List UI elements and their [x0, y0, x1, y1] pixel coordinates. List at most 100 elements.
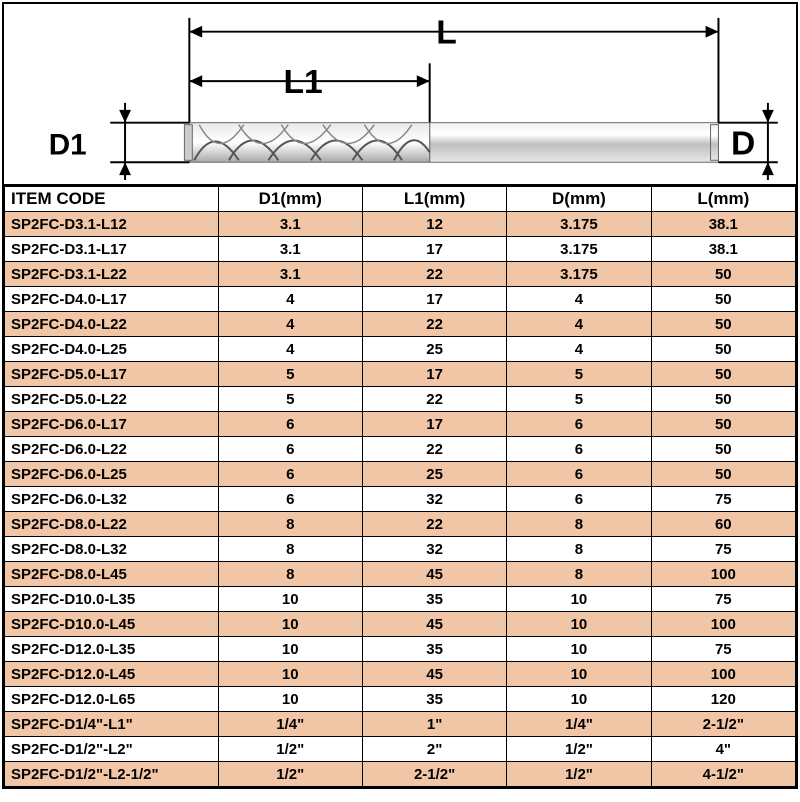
cell-value: 6: [507, 487, 651, 512]
cell-value: 50: [651, 387, 795, 412]
cell-item-code: SP2FC-D12.0-L65: [5, 687, 219, 712]
cell-value: 10: [507, 687, 651, 712]
cell-value: 10: [218, 662, 362, 687]
cell-value: 3.175: [507, 237, 651, 262]
cell-item-code: SP2FC-D6.0-L17: [5, 412, 219, 437]
table-row: SP2FC-D1/2"-L2"1/2"2"1/2"4": [5, 737, 796, 762]
cell-item-code: SP2FC-D3.1-L17: [5, 237, 219, 262]
cell-item-code: SP2FC-D1/4"-L1": [5, 712, 219, 737]
cell-value: 6: [507, 412, 651, 437]
cell-value: 100: [651, 662, 795, 687]
cell-value: 10: [507, 612, 651, 637]
cell-item-code: SP2FC-D4.0-L25: [5, 337, 219, 362]
cell-value: 10: [218, 637, 362, 662]
col-item-code: ITEM CODE: [5, 187, 219, 212]
cell-item-code: SP2FC-D12.0-L45: [5, 662, 219, 687]
table-row: SP2FC-D10.0-L45104510100: [5, 612, 796, 637]
cell-value: 50: [651, 312, 795, 337]
cell-value: 38.1: [651, 237, 795, 262]
cell-value: 25: [362, 337, 506, 362]
cell-value: 32: [362, 537, 506, 562]
cell-value: 4: [507, 337, 651, 362]
cell-value: 6: [218, 437, 362, 462]
table-row: SP2FC-D3.1-L123.1123.17538.1: [5, 212, 796, 237]
cell-value: 4: [507, 312, 651, 337]
cell-value: 3.175: [507, 212, 651, 237]
cell-value: 6: [218, 462, 362, 487]
table-row: SP2FC-D12.0-L3510351075: [5, 637, 796, 662]
cell-value: 22: [362, 437, 506, 462]
cell-value: 2": [362, 737, 506, 762]
cell-item-code: SP2FC-D4.0-L17: [5, 287, 219, 312]
cell-value: 5: [507, 362, 651, 387]
cell-value: 3.175: [507, 262, 651, 287]
table-row: SP2FC-D12.0-L45104510100: [5, 662, 796, 687]
cell-value: 1": [362, 712, 506, 737]
cell-value: 8: [218, 562, 362, 587]
label-D1: D1: [49, 128, 87, 161]
cell-value: 17: [362, 237, 506, 262]
cell-value: 8: [218, 537, 362, 562]
table-row: SP2FC-D1/2"-L2-1/2"1/2"2-1/2"1/2"4-1/2": [5, 762, 796, 787]
dim-L1: L1: [189, 63, 429, 122]
label-D: D: [731, 125, 755, 162]
tool-diagram-svg: L L1: [4, 4, 796, 184]
col-d: D(mm): [507, 187, 651, 212]
cell-value: 50: [651, 262, 795, 287]
cell-value: 17: [362, 362, 506, 387]
cell-value: 8: [507, 512, 651, 537]
cell-value: 35: [362, 687, 506, 712]
cell-value: 1/4": [218, 712, 362, 737]
cell-value: 45: [362, 662, 506, 687]
cell-value: 35: [362, 587, 506, 612]
label-L1: L1: [283, 64, 322, 101]
cell-value: 2-1/2": [651, 712, 795, 737]
cell-value: 5: [218, 362, 362, 387]
cell-value: 75: [651, 637, 795, 662]
table-row: SP2FC-D10.0-L3510351075: [5, 587, 796, 612]
spec-table: ITEM CODE D1(mm) L1(mm) D(mm) L(mm) SP2F…: [4, 186, 796, 787]
cell-value: 50: [651, 437, 795, 462]
cell-value: 32: [362, 487, 506, 512]
cell-value: 75: [651, 487, 795, 512]
cell-value: 120: [651, 687, 795, 712]
cell-value: 8: [507, 537, 651, 562]
cell-value: 35: [362, 637, 506, 662]
table-row: SP2FC-D4.0-L22422450: [5, 312, 796, 337]
table-row: SP2FC-D6.0-L32632675: [5, 487, 796, 512]
cell-value: 1/4": [507, 712, 651, 737]
cell-value: 5: [218, 387, 362, 412]
cell-item-code: SP2FC-D1/2"-L2-1/2": [5, 762, 219, 787]
cell-value: 22: [362, 312, 506, 337]
dim-L: L: [189, 15, 718, 123]
cell-item-code: SP2FC-D6.0-L22: [5, 437, 219, 462]
cell-value: 1/2": [507, 762, 651, 787]
cell-value: 45: [362, 562, 506, 587]
table-row: SP2FC-D3.1-L173.1173.17538.1: [5, 237, 796, 262]
cell-value: 25: [362, 462, 506, 487]
cell-item-code: SP2FC-D10.0-L35: [5, 587, 219, 612]
cell-value: 8: [218, 512, 362, 537]
cell-item-code: SP2FC-D12.0-L35: [5, 637, 219, 662]
cell-value: 17: [362, 412, 506, 437]
table-row: SP2FC-D4.0-L17417450: [5, 287, 796, 312]
cell-value: 5: [507, 387, 651, 412]
cell-value: 75: [651, 587, 795, 612]
table-row: SP2FC-D6.0-L22622650: [5, 437, 796, 462]
cell-value: 10: [218, 587, 362, 612]
cell-value: 4: [507, 287, 651, 312]
cell-item-code: SP2FC-D6.0-L25: [5, 462, 219, 487]
cell-value: 22: [362, 262, 506, 287]
cell-value: 6: [507, 462, 651, 487]
cell-item-code: SP2FC-D5.0-L22: [5, 387, 219, 412]
endmill-body: [184, 123, 718, 163]
cell-value: 10: [218, 612, 362, 637]
table-header-row: ITEM CODE D1(mm) L1(mm) D(mm) L(mm): [5, 187, 796, 212]
col-d1: D1(mm): [218, 187, 362, 212]
cell-item-code: SP2FC-D4.0-L22: [5, 312, 219, 337]
cell-value: 10: [218, 687, 362, 712]
cell-value: 50: [651, 337, 795, 362]
cell-item-code: SP2FC-D6.0-L32: [5, 487, 219, 512]
cell-value: 22: [362, 512, 506, 537]
cell-value: 100: [651, 612, 795, 637]
